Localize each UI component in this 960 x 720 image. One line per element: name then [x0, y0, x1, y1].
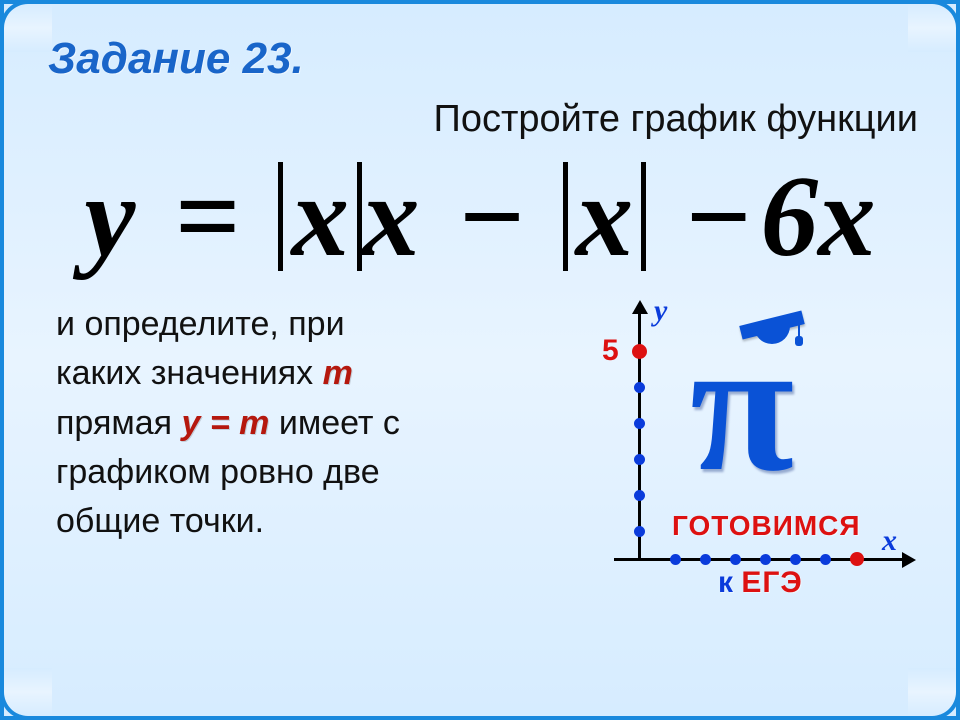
dot-blue	[700, 554, 711, 565]
dot-blue	[730, 554, 741, 565]
dot-blue	[634, 382, 645, 393]
formula-eq: =	[174, 153, 240, 280]
body-l5: общие точки.	[56, 502, 264, 540]
arrow-x-icon	[902, 552, 916, 568]
dot-blue	[634, 454, 645, 465]
logo-k: к	[718, 566, 741, 599]
corner-decor	[908, 668, 960, 720]
dot-blue	[634, 490, 645, 501]
formula-abs1: x	[278, 162, 362, 271]
slide: Задание 23. Постройте график функции y =…	[0, 0, 960, 720]
logo-graphic: y x 5 π ГОТОВИМСЯ к ЕГЭ	[574, 300, 914, 600]
dot-blue	[790, 554, 801, 565]
dot-blue	[670, 554, 681, 565]
corner-decor	[0, 0, 52, 52]
axis-label-y: y	[654, 294, 667, 328]
body-l4: графиком ровно две	[56, 453, 380, 491]
formula-minus1: −	[456, 153, 526, 280]
formula-tail: 6x	[761, 153, 876, 280]
pi-icon: π	[690, 330, 794, 482]
corner-decor	[908, 0, 960, 52]
corner-decor	[0, 668, 52, 720]
logo-ege: ЕГЭ	[741, 566, 802, 599]
formula-mid1: x	[362, 153, 420, 280]
dot-blue	[760, 554, 771, 565]
body-l2a: каких значениях	[56, 354, 323, 392]
logo-line1: ГОТОВИМСЯ	[672, 510, 860, 542]
formula-abs2: x	[563, 162, 647, 271]
logo-line2: к ЕГЭ	[718, 566, 803, 600]
body-l3b: имеет с	[269, 404, 400, 442]
cap-tassel	[798, 314, 800, 338]
formula-minus2: −	[683, 153, 753, 280]
task-heading: Задание 23.	[48, 34, 938, 84]
task-subheading: Постройте график функции	[22, 98, 918, 141]
dot-blue	[634, 526, 645, 537]
graduation-cap-icon	[740, 308, 804, 350]
var-m: m	[323, 354, 353, 392]
dot-blue	[820, 554, 831, 565]
label-5: 5	[602, 334, 619, 368]
lower-section: и определите, при каких значениях m прям…	[22, 300, 938, 600]
formula: y = xx − x −6x	[22, 159, 938, 274]
arrow-y-icon	[632, 300, 648, 314]
body-text: и определите, при каких значениях m прям…	[56, 300, 556, 546]
body-l3a: прямая	[56, 404, 182, 442]
axis-label-x: x	[882, 524, 897, 558]
dot-red	[850, 552, 864, 566]
formula-lhs: y	[84, 153, 135, 280]
dot-red	[632, 344, 647, 359]
dot-blue	[634, 418, 645, 429]
body-l1: и определите, при	[56, 305, 345, 343]
var-ym: y = m	[182, 404, 270, 442]
cap-head	[754, 324, 790, 344]
